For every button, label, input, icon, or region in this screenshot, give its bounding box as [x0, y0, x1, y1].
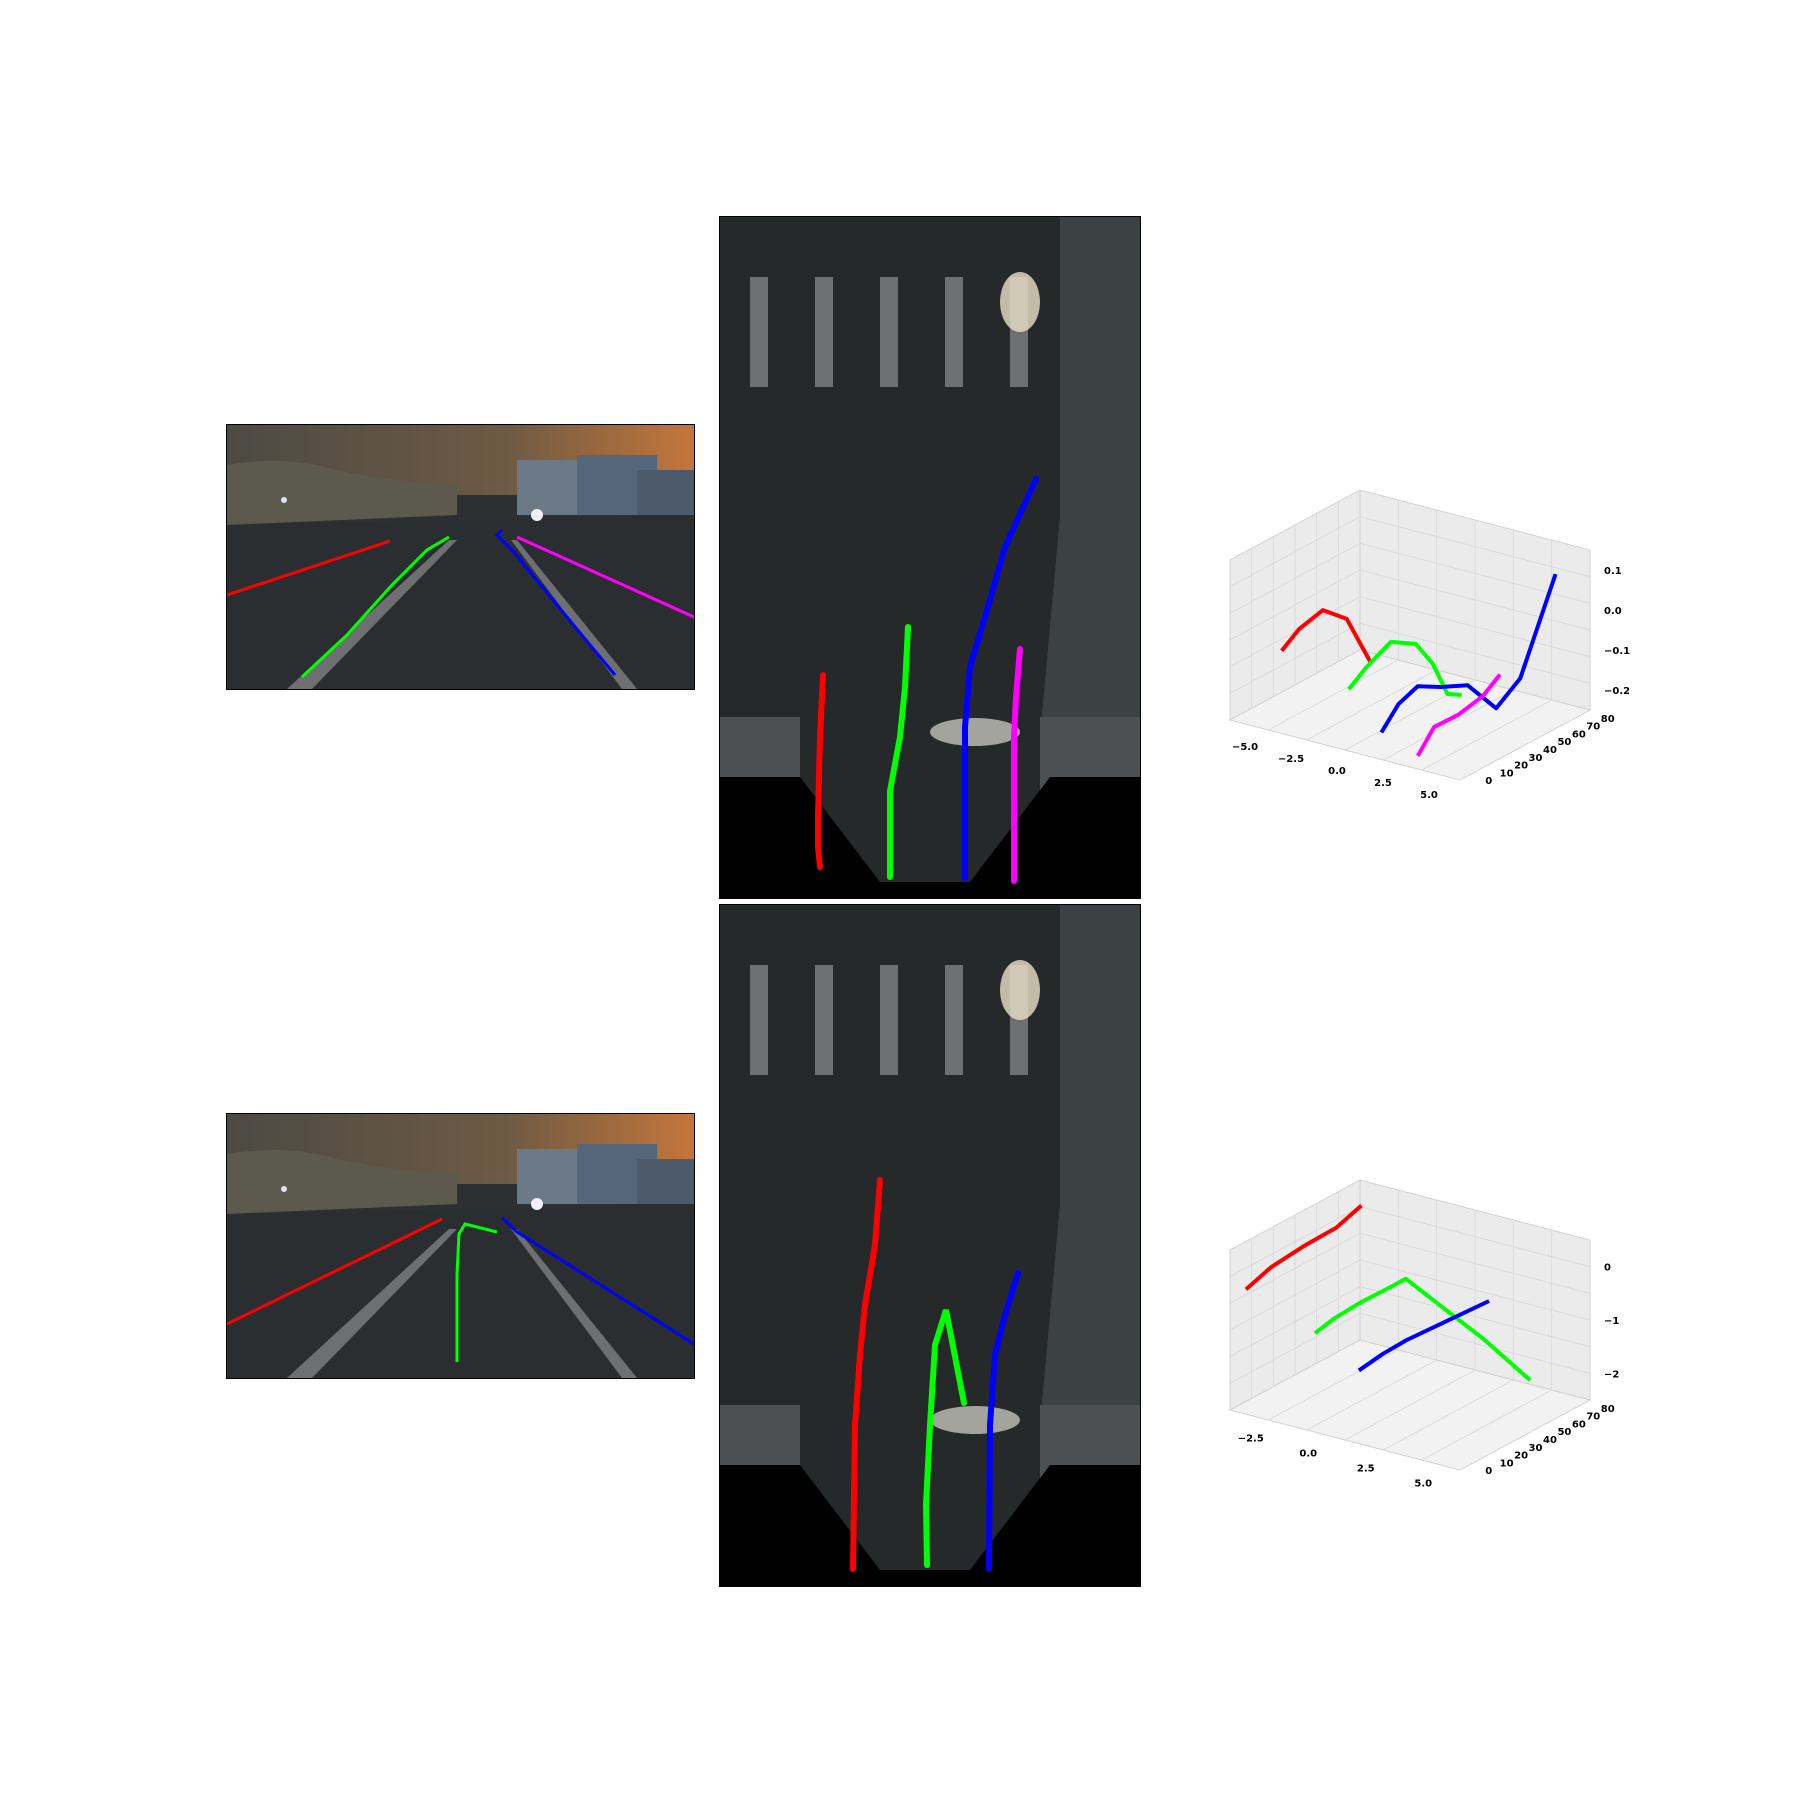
plot-2-series-2 [1357, 1299, 1490, 1373]
plot-1-xtick-label: −2.5 [1278, 754, 1304, 765]
plot-1-ztick-label: −0.1 [1604, 646, 1630, 657]
plot-2-ytick-label: 0 [1485, 1466, 1492, 1477]
plot-2-ytick-label: 80 [1601, 1404, 1615, 1415]
plot-1-ztick-label: 0.1 [1604, 566, 1622, 577]
plot-1-gridline [1344, 520, 1476, 751]
plot-2-ytick-label: 20 [1514, 1451, 1528, 1462]
plot-2-series-0 [1244, 1204, 1363, 1291]
bev-view-1-image [720, 217, 1140, 898]
plot-1-gridline [1421, 540, 1553, 771]
plot-2-gridline [1383, 1220, 1514, 1451]
plot-1-xtick-label: −5.0 [1232, 742, 1258, 753]
plot-1-xtick-label: 0.0 [1328, 766, 1346, 777]
plot-1-series-1 [1347, 639, 1462, 697]
plot-1-ytick-label: 10 [1500, 768, 1514, 779]
plot-1-ytick-label: 20 [1514, 761, 1528, 772]
plot-1-series-2 [1379, 573, 1558, 734]
plot-2-xtick-label: 2.5 [1357, 1464, 1375, 1475]
plot-1-xtick-label: 2.5 [1374, 778, 1392, 789]
plot-2-gridline [1421, 1230, 1553, 1461]
plot-1-ytick-label: 80 [1601, 714, 1615, 725]
plot-2-gridline [1229, 1286, 1591, 1358]
plot-2-gridline [1229, 1312, 1591, 1384]
plot-2-ytick-label: 50 [1557, 1427, 1571, 1438]
camera-view-1 [226, 424, 695, 690]
plot-2-gridline [1344, 1210, 1476, 1441]
plot-2-xtick-label: −2.5 [1238, 1434, 1264, 1445]
plot-1-ytick-label: 30 [1529, 753, 1543, 764]
plot-1-xtick-label: 5.0 [1420, 790, 1438, 801]
plot-1-gridline [1229, 622, 1591, 694]
bev-view-2-image [720, 905, 1140, 1586]
plot-1-ztick-label: 0.0 [1604, 606, 1622, 617]
camera-view-2-image [227, 1114, 694, 1378]
plot-2-ytick-label: 10 [1500, 1458, 1514, 1469]
plot-2-ztick-label: −2 [1604, 1369, 1619, 1380]
plot-1-ytick-label: 50 [1557, 737, 1571, 748]
plot-2-series-1 [1313, 1276, 1532, 1382]
camera-view-1-image [227, 425, 694, 689]
plot-1-gridline [1229, 596, 1591, 668]
plot-2-ztick-label: −1 [1604, 1316, 1619, 1327]
plot-1-ytick-label: 60 [1572, 729, 1586, 740]
plot-1-series-3 [1416, 673, 1502, 757]
plot-2-ytick-label: 30 [1529, 1443, 1543, 1454]
lane-3d-plot-2: −2.5 0.0 2.5 5.0 0 10 20 30 40 50 60 70 80 0 −1 −2 [1160, 1030, 1640, 1510]
plot-2-xtick-label: 5.0 [1414, 1479, 1432, 1490]
bev-view-2 [719, 904, 1141, 1587]
plot-2-ytick-label: 40 [1543, 1435, 1557, 1446]
camera-view-2 [226, 1113, 695, 1379]
plot-2-ytick-label: 70 [1586, 1412, 1600, 1423]
plot-1-ytick-label: 70 [1586, 722, 1600, 733]
plot-1-series-0 [1280, 608, 1373, 664]
plot-1-ytick-label: 40 [1543, 745, 1557, 756]
plot-1-ztick-label: −0.2 [1604, 686, 1630, 697]
plot-2-xtick-label: 0.0 [1299, 1449, 1317, 1460]
bev-view-1 [719, 216, 1141, 899]
plot-2-ytick-label: 60 [1572, 1419, 1586, 1430]
plot-1-ytick-label: 0 [1485, 776, 1492, 787]
plot-2-ztick-label: 0 [1604, 1263, 1611, 1274]
lane-3d-plot-1: −5.0 −2.5 0.0 2.5 5.0 0 10 20 30 40 50 60 70 80 0.1 0.0… [1160, 340, 1640, 820]
